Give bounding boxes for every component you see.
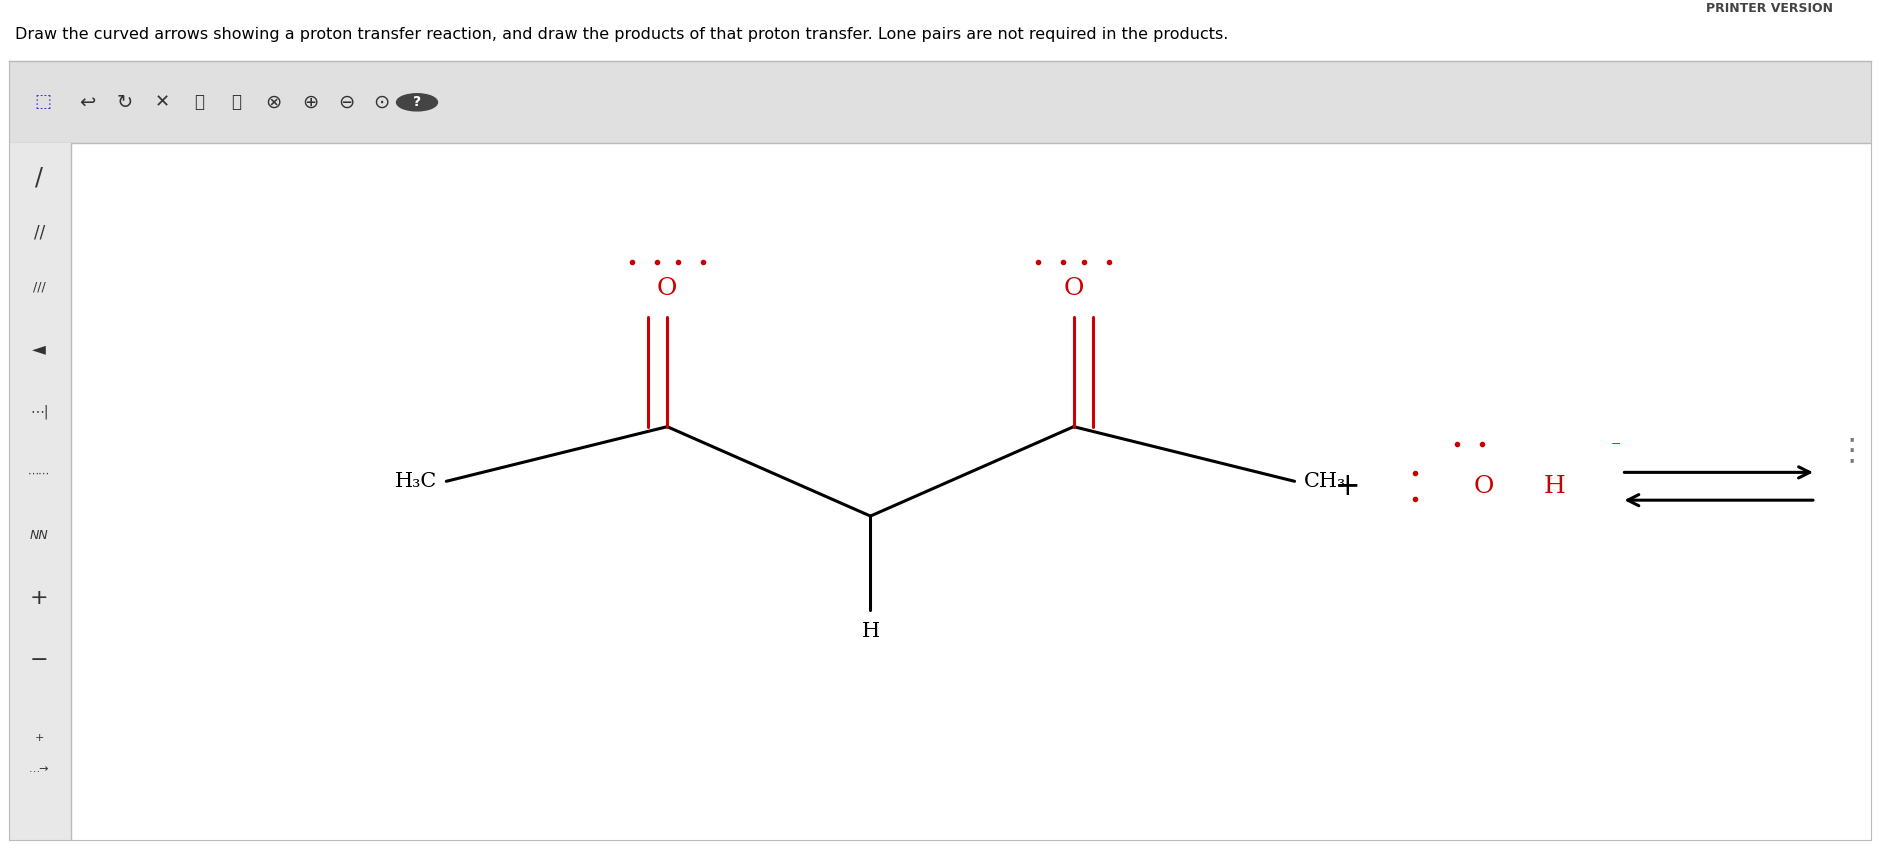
Bar xyxy=(9,61,1871,142)
Text: ⧉: ⧉ xyxy=(194,93,205,111)
Text: H: H xyxy=(1543,475,1566,498)
Circle shape xyxy=(397,94,438,111)
Text: ///: /// xyxy=(32,281,45,293)
Text: ⊗: ⊗ xyxy=(265,92,282,112)
Text: PRINTER VERSION: PRINTER VERSION xyxy=(1705,2,1833,14)
Text: /: / xyxy=(36,166,43,190)
Text: ↻: ↻ xyxy=(117,92,133,112)
Text: O: O xyxy=(1064,276,1085,299)
Text: ⁻: ⁻ xyxy=(1611,439,1621,458)
Text: NN: NN xyxy=(30,529,49,543)
Text: H₃C: H₃C xyxy=(395,471,438,491)
Text: ?: ? xyxy=(414,95,421,109)
Text: CH₃: CH₃ xyxy=(1303,471,1346,491)
Text: ⊖: ⊖ xyxy=(338,92,355,112)
Text: …→: …→ xyxy=(28,764,49,774)
Text: ⋯|: ⋯| xyxy=(30,404,49,419)
Text: ⧉: ⧉ xyxy=(231,93,241,111)
Text: ⋯⋯: ⋯⋯ xyxy=(28,469,51,478)
Text: ✕: ✕ xyxy=(154,93,169,111)
Text: +: + xyxy=(1335,471,1361,502)
Text: ⬚: ⬚ xyxy=(34,93,51,111)
Text: ⊙: ⊙ xyxy=(374,92,389,112)
Text: +: + xyxy=(34,734,43,744)
Text: +: + xyxy=(30,589,49,608)
Text: O: O xyxy=(656,276,677,299)
Text: ↩: ↩ xyxy=(79,92,96,112)
Text: ⋮: ⋮ xyxy=(1837,436,1867,465)
Text: //: // xyxy=(34,223,45,242)
Bar xyxy=(9,142,71,840)
Text: −: − xyxy=(30,650,49,671)
Text: O: O xyxy=(1474,475,1495,498)
Text: ◄: ◄ xyxy=(32,340,47,358)
Text: Draw the curved arrows showing a proton transfer reaction, and draw the products: Draw the curved arrows showing a proton … xyxy=(15,27,1228,42)
Text: H: H xyxy=(861,622,880,641)
Text: ⊕: ⊕ xyxy=(303,92,320,112)
